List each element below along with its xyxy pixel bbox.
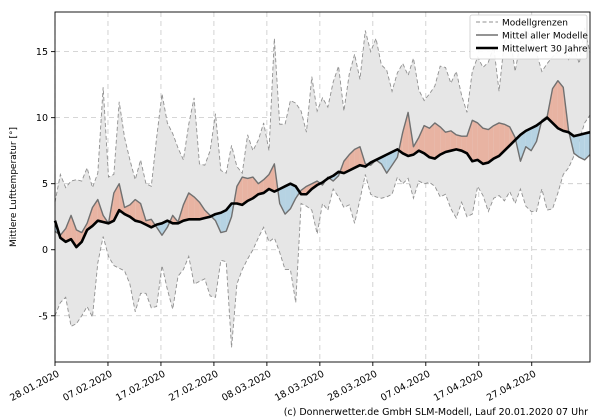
model-mean-line xyxy=(54,79,591,236)
warm-anomaly-fill xyxy=(429,122,435,159)
y-axis-ticks: -5 0 5 10 15 xyxy=(36,47,55,322)
cold-anomaly-fill xyxy=(220,210,227,233)
warm-anomaly-fill xyxy=(504,124,510,151)
y-tick-label: 10 xyxy=(36,113,48,124)
cold-anomaly-fill xyxy=(162,220,168,236)
warm-anomaly-fill xyxy=(188,192,195,220)
legend: Modellgrenzen Mittel aller Modelle Mitte… xyxy=(469,14,588,60)
copyright-footer: (c) Donnerwetter.de GmbH SLM-Modell, Lau… xyxy=(284,407,588,418)
warm-anomaly-fill xyxy=(445,130,451,152)
warm-anomaly-fill xyxy=(418,125,425,154)
cold-anomaly-fill xyxy=(520,130,526,162)
legend-label-modellgrenzen: Modellgrenzen xyxy=(502,19,568,29)
y-tick-label: 0 xyxy=(42,245,48,256)
plot-frame xyxy=(54,11,591,363)
cold-anomaly-fill xyxy=(215,212,221,233)
warm-anomaly-fill xyxy=(343,154,350,174)
warm-anomaly-fill xyxy=(402,112,409,156)
envelope-lower-line xyxy=(54,114,591,348)
warm-anomaly-fill xyxy=(135,199,141,222)
warm-anomaly-fill xyxy=(456,134,462,151)
cold-anomaly-fill xyxy=(392,149,398,166)
cold-anomaly-fill xyxy=(381,154,387,174)
y-tick-label: -5 xyxy=(39,311,48,322)
warm-anomaly-fill xyxy=(247,177,253,201)
cold-anomaly-fill xyxy=(279,186,286,215)
warm-anomaly-fill xyxy=(424,125,430,158)
y-tick-label: 5 xyxy=(42,179,48,190)
legend-label-mittel-modelle: Mittel aller Modelle xyxy=(502,32,588,42)
warm-anomaly-fill xyxy=(466,120,473,162)
warm-anomaly-fill xyxy=(242,177,248,205)
warm-anomaly-fill xyxy=(301,186,307,195)
cold-anomaly-fill xyxy=(579,133,585,160)
y-tick-label: 15 xyxy=(36,47,48,58)
envelope-upper-line xyxy=(54,27,591,203)
warm-anomaly-fill xyxy=(236,177,243,205)
warm-anomaly-fill xyxy=(483,128,489,164)
warm-anomaly-fill xyxy=(450,130,457,151)
cold-anomaly-fill xyxy=(531,125,537,151)
warm-anomaly-fill xyxy=(354,146,360,168)
warm-anomaly-fill xyxy=(194,196,200,220)
warm-anomaly-fill xyxy=(183,192,189,221)
warm-anomaly-fill xyxy=(199,202,205,220)
warm-anomaly-fill xyxy=(557,80,564,131)
warm-anomaly-fill xyxy=(129,199,136,221)
warm-anomaly-fill xyxy=(440,126,446,155)
y-axis-label: Mittlere Lufttemperatur [°] xyxy=(9,127,19,247)
warm-anomaly-fill xyxy=(477,122,483,164)
warm-anomaly-fill xyxy=(499,122,505,156)
cold-anomaly-fill xyxy=(386,152,393,174)
cold-anomaly-fill xyxy=(285,183,291,215)
cold-anomaly-fill xyxy=(290,183,296,209)
model-envelope xyxy=(54,27,591,348)
cold-anomaly-fill xyxy=(573,134,580,158)
legend-box xyxy=(469,14,588,60)
warm-anomaly-fill xyxy=(472,120,478,162)
cold-anomaly-fill xyxy=(525,128,532,151)
warm-anomaly-fill xyxy=(269,163,275,192)
warm-anomaly-fill xyxy=(552,80,558,129)
series-lines xyxy=(53,79,591,249)
climatology-line xyxy=(53,116,591,249)
cold-anomaly-fill xyxy=(584,132,590,160)
legend-label-mittelwert-30-jahre: Mittelwert 30 Jahre xyxy=(502,45,588,55)
warm-anomaly-fill xyxy=(488,125,494,163)
warm-anomaly-fill xyxy=(493,122,500,159)
envelope-area xyxy=(55,27,590,348)
warm-anomaly-fill xyxy=(434,122,441,159)
warm-anomaly-fill xyxy=(349,149,355,171)
warm-anomaly-fill xyxy=(65,215,72,242)
anomaly-fills xyxy=(55,80,590,248)
warm-anomaly-fill xyxy=(461,136,467,154)
